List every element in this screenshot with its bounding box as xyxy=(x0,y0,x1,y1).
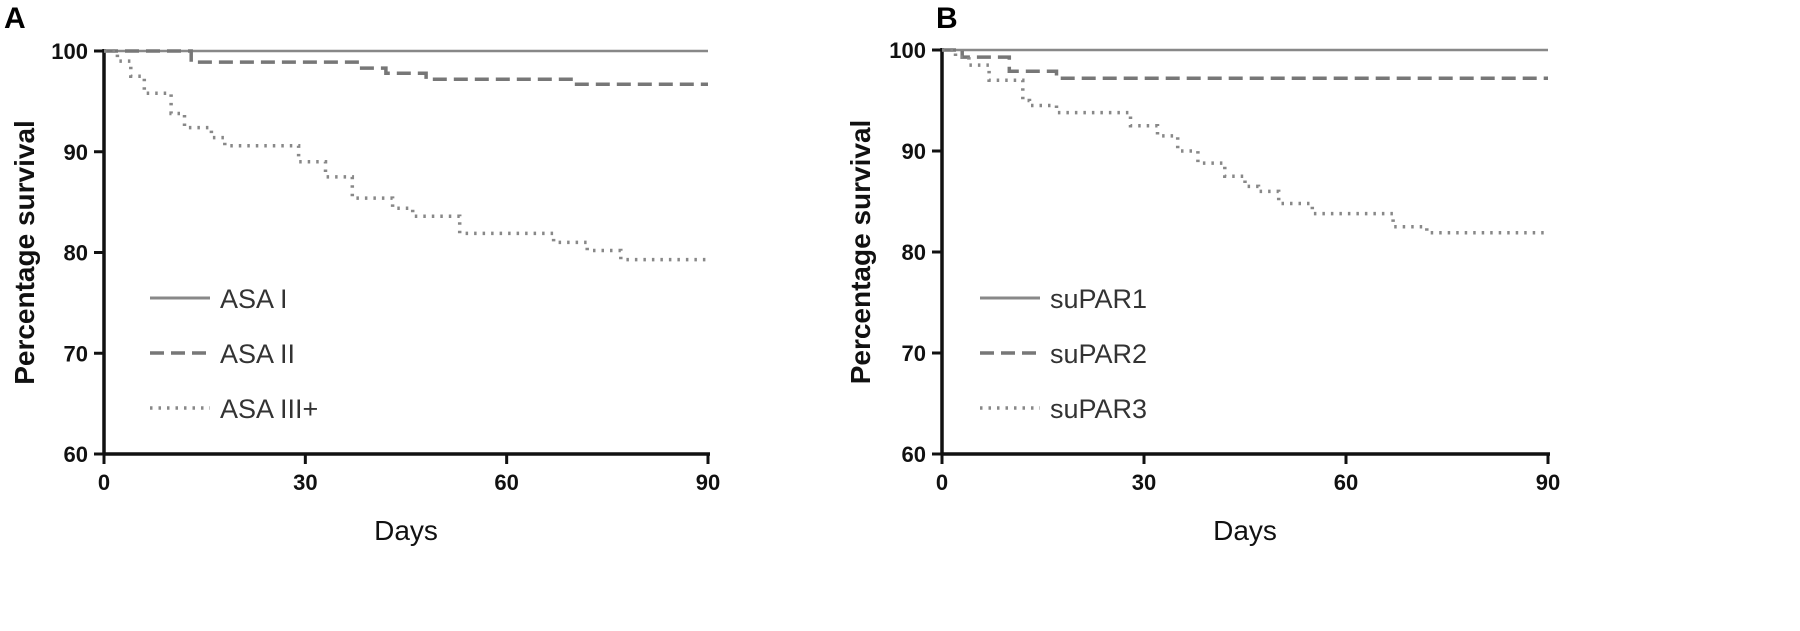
x-tick-label: 0 xyxy=(936,470,948,495)
x-axis-title: Days xyxy=(1213,515,1277,546)
panel-b: B 60 70 80 90 100 0 30 60 90 Percentage survival D… xyxy=(845,0,1800,631)
survival-chart-a: 60 70 80 90 100 0 30 60 90 Percentage survival Day… xyxy=(9,39,720,546)
y-tick-label: 60 xyxy=(902,442,926,467)
legend-label: suPAR2 xyxy=(1050,339,1147,369)
y-tick-label: 80 xyxy=(902,240,926,265)
x-tick-label: 90 xyxy=(696,470,720,495)
y-tick-label: 100 xyxy=(889,38,926,63)
x-tick-label: 30 xyxy=(1132,470,1156,495)
legend-label: suPAR3 xyxy=(1050,394,1147,424)
series-line-asa-ii xyxy=(104,49,708,86)
y-tick-label: 70 xyxy=(902,341,926,366)
x-axis-title: Days xyxy=(374,515,438,546)
y-axis-title: Percentage survival xyxy=(845,120,876,385)
x-tick-label: 0 xyxy=(98,470,110,495)
y-tick-label: 70 xyxy=(64,341,88,366)
legend-label: ASA II xyxy=(220,339,295,369)
legend-label: suPAR1 xyxy=(1050,284,1147,314)
panel-letter: B xyxy=(936,2,958,35)
x-tick-label: 60 xyxy=(1334,470,1358,495)
panel-letter: A xyxy=(4,2,26,35)
survival-chart-b: 60 70 80 90 100 0 30 60 90 Percentage survival Day… xyxy=(845,38,1560,546)
y-tick-label: 100 xyxy=(51,39,88,64)
series-line-supar2 xyxy=(942,48,1548,81)
x-tick-label: 60 xyxy=(494,470,518,495)
x-tick-label: 90 xyxy=(1536,470,1560,495)
legend-label: ASA I xyxy=(220,284,288,314)
y-tick-label: 60 xyxy=(64,442,88,467)
legend-label: ASA III+ xyxy=(220,394,318,424)
panel-a: A 60 70 80 90 100 0 30 60 90 Percentage survival D… xyxy=(4,2,720,546)
series-line-supar3 xyxy=(942,48,1548,235)
y-tick-label: 90 xyxy=(902,139,926,164)
y-tick-label: 80 xyxy=(64,241,88,266)
y-axis-title: Percentage survival xyxy=(9,120,40,385)
x-tick-label: 30 xyxy=(293,470,317,495)
series-line-asa-iii- xyxy=(104,49,708,262)
y-tick-label: 90 xyxy=(64,140,88,165)
